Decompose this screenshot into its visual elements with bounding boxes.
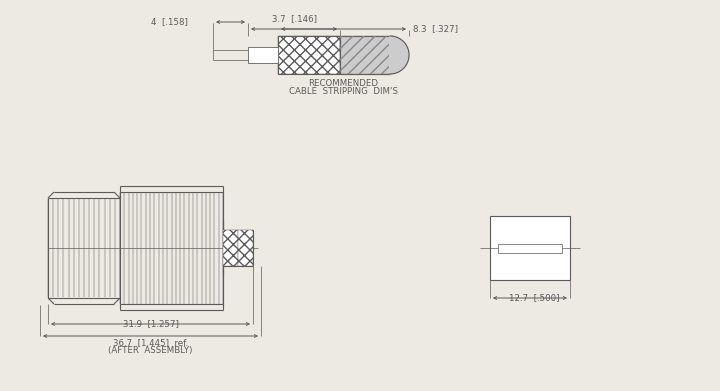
- Text: 12.7  [.500]: 12.7 [.500]: [509, 294, 559, 303]
- Text: 8.3  [.327]: 8.3 [.327]: [413, 25, 458, 34]
- Bar: [248, 47, 278, 63]
- Bar: [238, 230, 253, 266]
- Text: 36.7  [1.445]  ref.: 36.7 [1.445] ref.: [113, 339, 188, 348]
- Text: 31.9  [1.257]: 31.9 [1.257]: [122, 319, 179, 328]
- Text: CABLE  STRIPPING  DIM'S: CABLE STRIPPING DIM'S: [289, 88, 398, 97]
- Bar: [248, 47, 278, 63]
- Bar: [340, 36, 390, 74]
- Text: 4  [.158]: 4 [.158]: [151, 18, 188, 27]
- Bar: [278, 36, 340, 74]
- Polygon shape: [390, 36, 409, 74]
- Text: (AFTER  ASSEMBLY): (AFTER ASSEMBLY): [108, 346, 193, 355]
- Text: RECOMMENDED: RECOMMENDED: [308, 79, 379, 88]
- Bar: [340, 36, 390, 74]
- Bar: [498, 244, 562, 253]
- Text: 3.7  [.146]: 3.7 [.146]: [271, 14, 317, 23]
- Bar: [278, 36, 340, 74]
- Bar: [490, 216, 570, 280]
- Bar: [223, 230, 238, 266]
